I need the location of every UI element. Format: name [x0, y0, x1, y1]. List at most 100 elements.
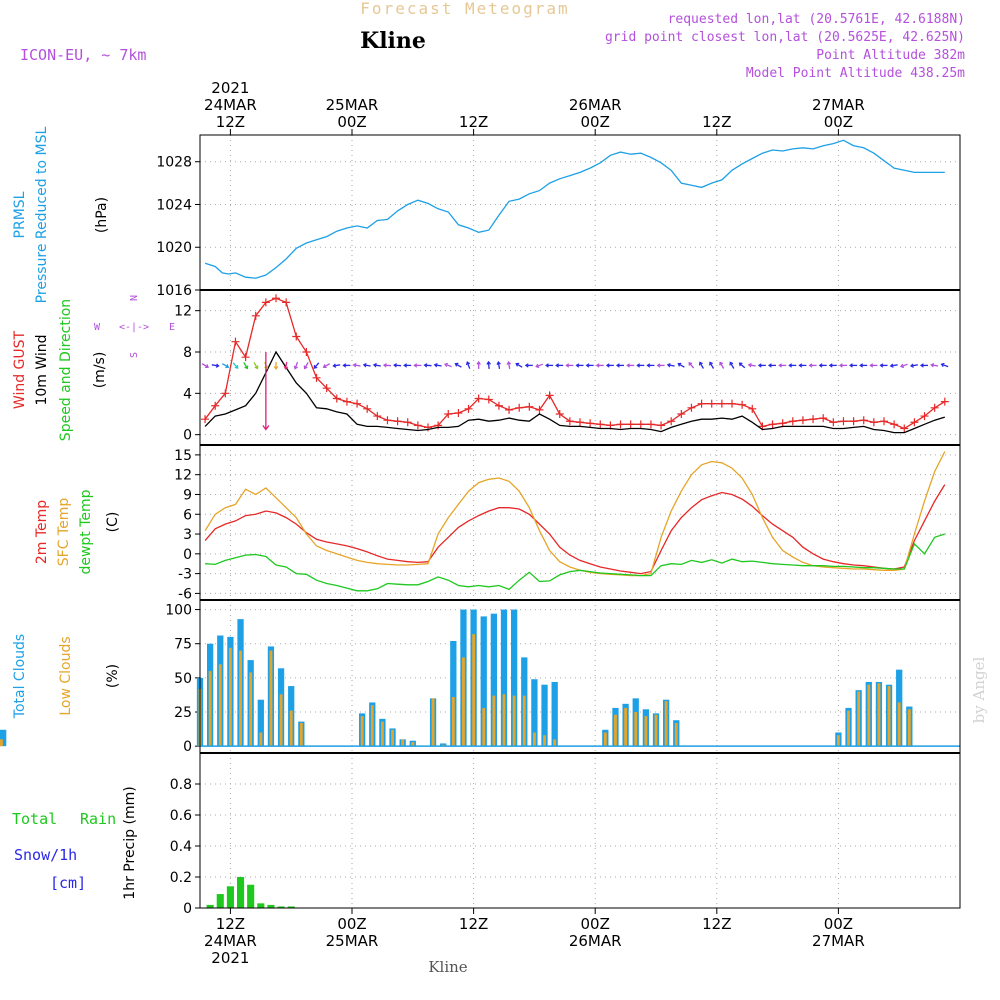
pressure-label-prmsl: PRMSL [12, 191, 28, 238]
low-clouds-bar [249, 672, 253, 747]
time-label: 2021 [211, 949, 249, 967]
precip-label-total: Total [12, 810, 57, 828]
temp-label-2m: 2m Temp [34, 500, 50, 564]
wind-dir-arrowhead [413, 363, 418, 368]
low-clouds-bar [472, 634, 476, 747]
rain-bar [267, 904, 275, 908]
wind-dir-arrow [353, 364, 361, 367]
low-clouds-bar [836, 735, 840, 747]
gust-marker [505, 405, 514, 414]
sfc-temp-line [204, 451, 946, 577]
gust-marker [363, 404, 372, 413]
wind-dir-arrowhead [688, 362, 693, 366]
total-clouds-bar [551, 681, 558, 747]
panels: 1016 1020 1024 1028 0 4 8 12 -6 -3 0 3 6 9 12 15 0 25 50 75… [0, 134, 961, 917]
low-clouds-bar [492, 695, 496, 747]
gust-marker [900, 424, 909, 433]
low-clouds-bar [228, 647, 232, 747]
clouds-labels: Total Clouds Low Clouds (%) [12, 634, 121, 719]
wind-ytick-label: 12 [174, 304, 192, 320]
wind-ytick-label: 8 [183, 345, 192, 361]
rain-bar [257, 903, 265, 908]
gust-marker [586, 419, 595, 428]
wind-dir-arrowhead [352, 362, 357, 368]
total-clouds-bar [257, 699, 264, 747]
time-label: 00Z [337, 915, 366, 933]
gust-marker [596, 420, 605, 429]
gust-marker [880, 417, 888, 426]
precip-ytick-label: 0 [183, 901, 192, 917]
wind-dir-arrowhead [565, 363, 570, 368]
wind-dir-arrowhead [403, 363, 408, 368]
wind-dir-arrow [253, 362, 259, 369]
wind-dir-arrow [890, 364, 898, 367]
wind-dir-arrow [243, 362, 248, 369]
wind-dir-arrowhead [293, 365, 298, 370]
low-clouds-bar [411, 742, 415, 747]
low-clouds-bar [867, 684, 871, 747]
gust-marker [201, 415, 210, 424]
low-clouds-bar [543, 735, 546, 747]
wind-dir-arrow [211, 364, 219, 367]
time-label: 25MAR [326, 96, 379, 114]
gust-marker [657, 421, 666, 430]
clouds-panel: 0 25 50 75 100 [0, 599, 961, 755]
gust-marker [869, 418, 878, 427]
gust-marker [930, 403, 939, 412]
low-clouds-bar [401, 739, 405, 747]
gust-marker [515, 403, 524, 412]
wind-dir-arrow [444, 363, 452, 368]
wind-dir-arrowhead [910, 363, 914, 368]
rain-bar [226, 886, 234, 908]
precip-ytick-label: 0.4 [170, 839, 192, 855]
wind-dir-arrow [910, 364, 918, 367]
pressure-frame [199, 134, 961, 291]
gust-marker [332, 394, 341, 403]
dewpt-temp-line [205, 533, 946, 592]
low-clouds-bar [644, 716, 648, 747]
wind-dir-arrowhead [900, 363, 905, 369]
gust-marker [707, 399, 716, 408]
low-clouds-bar [847, 710, 850, 747]
wind-dir-arrow [748, 364, 756, 367]
rain-bar [236, 877, 245, 908]
gust-marker [525, 402, 534, 411]
clouds-ytick-label: 100 [165, 603, 192, 619]
low-clouds-bar [0, 739, 3, 747]
low-clouds-bar [482, 707, 486, 747]
gust-marker [393, 417, 402, 426]
wind-dir-arrowhead [788, 363, 793, 368]
low-clouds-bar [614, 714, 617, 747]
wind-dir-arrow [232, 362, 239, 369]
gust-marker [342, 397, 351, 406]
wind-dir-arrowhead [362, 362, 367, 368]
wind-dir-arrowhead [575, 363, 580, 368]
wind-dir-arrowhead [798, 363, 803, 368]
gust-marker [646, 420, 655, 429]
wind-dir-arrowhead [719, 361, 724, 366]
wind-dir-arrow [313, 362, 320, 369]
low-clouds-bar [603, 732, 607, 747]
gust-marker [717, 399, 726, 408]
wind-dir-arrowhead [555, 363, 560, 368]
gust-marker [768, 420, 777, 429]
wind-ytick-label: 4 [183, 386, 192, 402]
clouds-label-unit: (%) [105, 664, 121, 688]
wind-dir-arrowhead [808, 363, 813, 368]
wind-dir-arrowhead [747, 362, 752, 368]
time-label: 12Z [459, 113, 488, 131]
temperature-ytick-label: -3 [178, 567, 192, 583]
wind-dir-arrowhead [940, 362, 945, 368]
wind-dir-arrow [729, 362, 735, 369]
wind-dir-arrowhead [372, 362, 377, 368]
wind-dir-arrowhead [636, 363, 641, 368]
precip-label-snow-unit: [cm] [50, 874, 86, 892]
pressure-ytick-label: 1016 [156, 283, 192, 299]
wind-dir-arrow [294, 361, 299, 369]
precip-ytick-label: 0.6 [170, 808, 192, 824]
temperature-ytick-label: 15 [174, 448, 192, 464]
low-clouds-bar [431, 698, 435, 747]
low-clouds-bar [259, 732, 263, 747]
gridpoint-coords: grid point closest lon,lat (20.5625E, 42… [605, 30, 965, 45]
